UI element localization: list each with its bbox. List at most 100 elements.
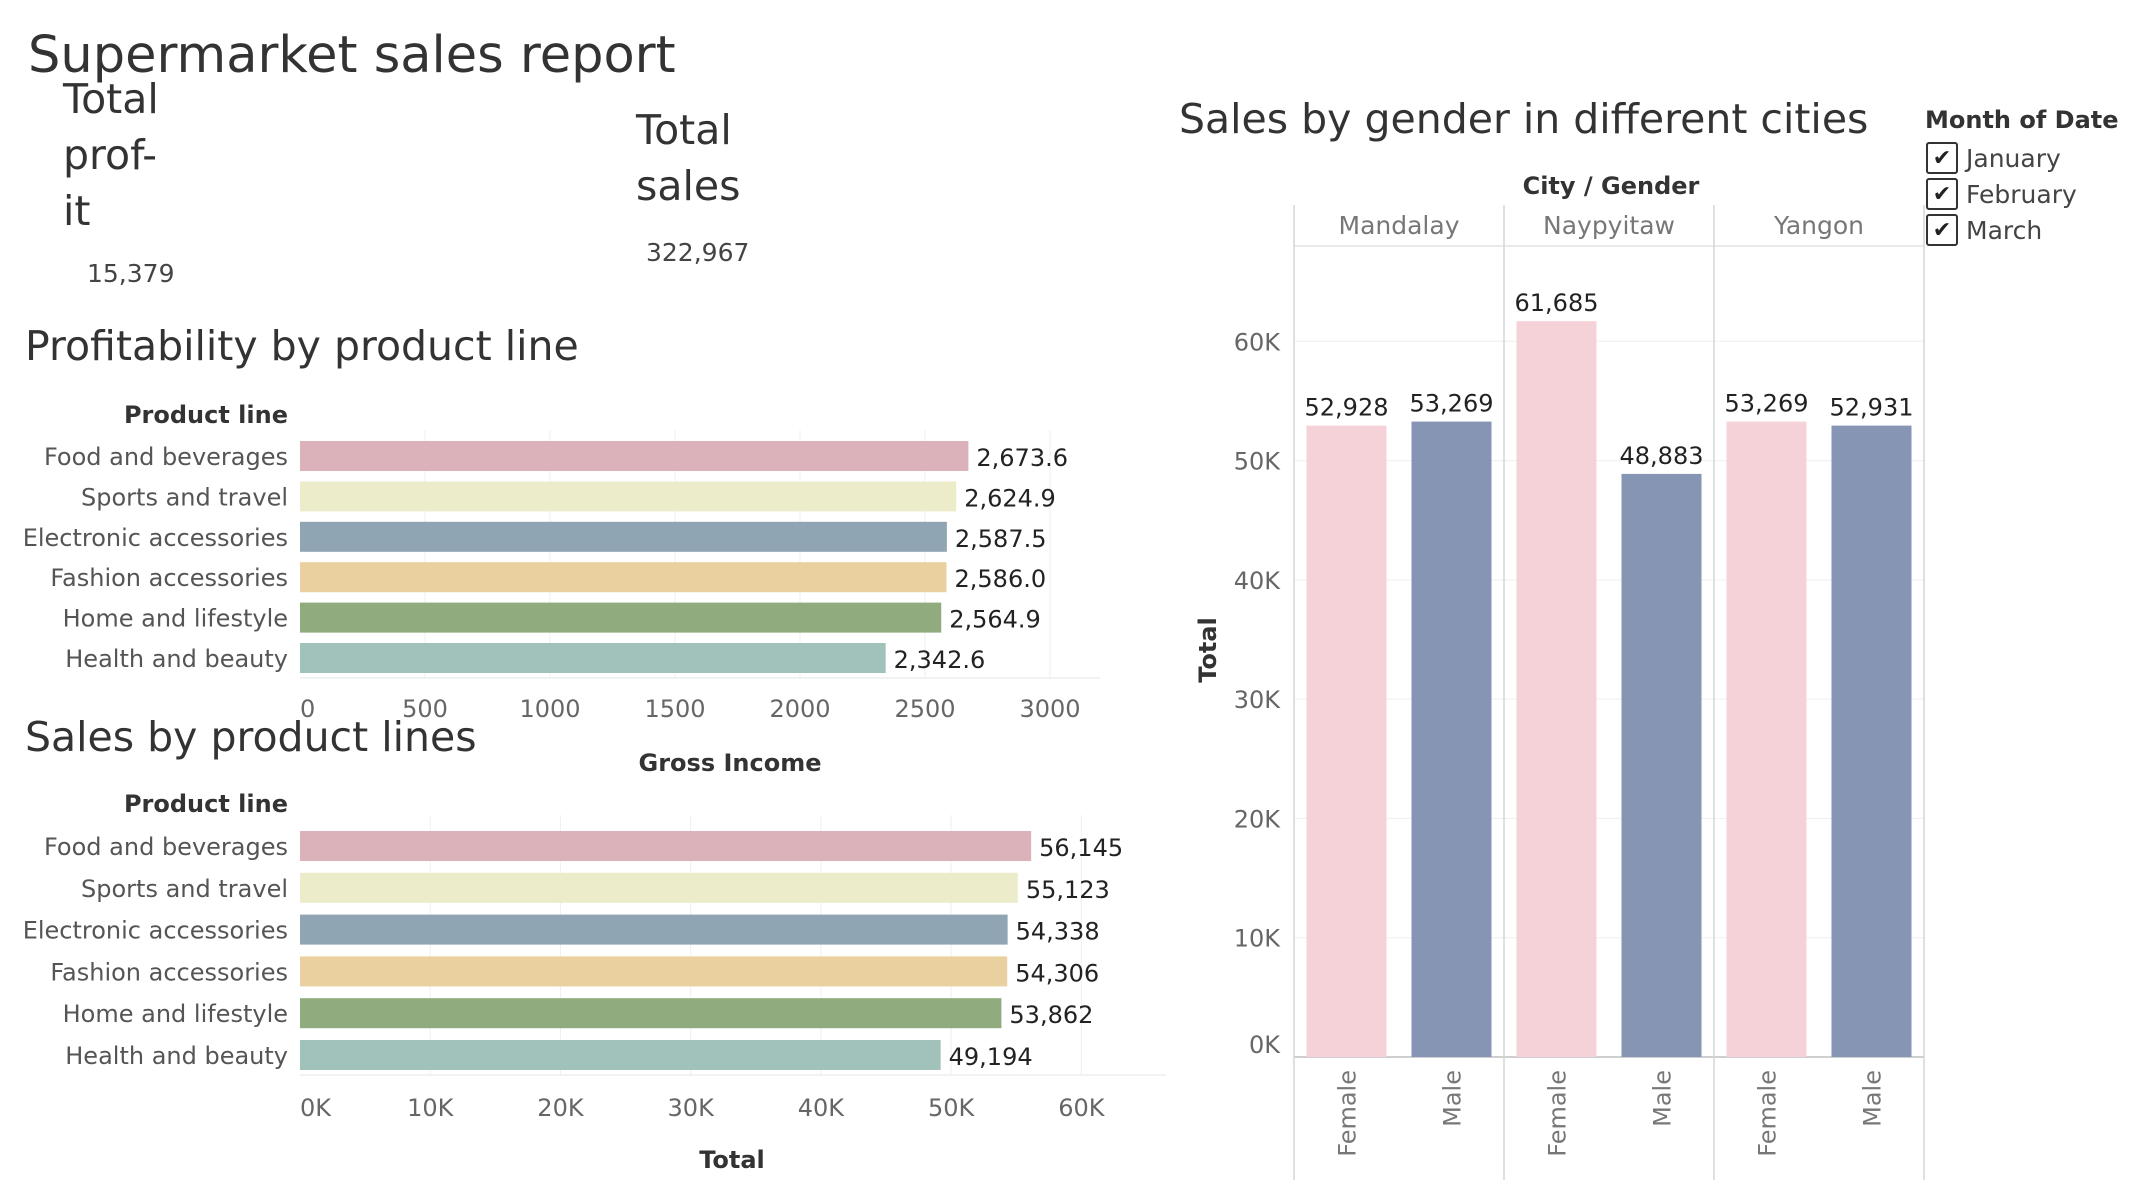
kpi-sales-value: 322,967 [646,238,750,267]
sales-chart-category-label: Electronic accessories [23,917,288,945]
sales-chart-data-label: 54,306 [1015,959,1099,987]
gender-chart-data-label: 52,931 [1830,394,1914,422]
gender-chart-bar [1306,425,1387,1058]
sales-chart-data-label: 49,194 [949,1043,1033,1071]
gender-chart-gender-label: Male [1859,1070,1887,1127]
sales-chart-data-label: 54,338 [1016,918,1100,946]
gender-chart-tick-label: 30K [1234,686,1282,714]
sales-chart-bar [300,1040,941,1070]
sales-chart-category-label: Sports and travel [81,875,288,903]
profit-chart-x-axis-title: Gross Income [639,749,822,777]
checkbox-march[interactable]: ✔ [1926,214,1958,246]
month-filter-title: Month of Date [1925,106,2119,134]
month-filter-label: February [1966,179,2077,209]
sales-chart-tick-label: 50K [928,1094,976,1122]
gender-chart-title: Sales by gender in different cities [1179,95,1869,143]
month-filter-item-february[interactable]: ✔ February [1926,177,2077,211]
gender-chart-data-label: 52,928 [1305,394,1389,422]
sales-chart-bar [300,914,1008,945]
dashboard-title: Supermarket sales report [28,26,676,85]
gender-chart-tick-label: 20K [1234,805,1282,833]
check-mark-icon: ✔ [1932,145,1952,171]
gender-chart-bar [1411,421,1492,1058]
profit-chart-data-label: 2,342.6 [894,646,986,674]
profit-chart-tick-label: 1500 [644,695,705,723]
profit-chart-category-header: Product line [124,401,288,429]
profit-chart-category-label: Fashion accessories [50,564,288,592]
sales-chart-bar [300,998,1002,1029]
profit-chart-tick-label: 0 [300,695,315,723]
kpi-sales-label: Total sales [636,102,740,214]
sales-chart-category-header: Product line [124,790,288,818]
profit-chart-category-label: Home and lifestyle [63,605,288,633]
kpi-profit-label: Total prof- it [63,71,159,239]
sales-chart-data-label: 53,862 [1009,1001,1093,1029]
sales-chart-bar [300,956,1008,987]
profit-chart-data-label: 2,624.9 [964,484,1056,512]
check-mark-icon: ✔ [1932,217,1952,243]
profit-chart-data-label: 2,564.9 [949,606,1041,634]
month-filter-label: March [1966,215,2043,245]
profit-chart-bar [300,602,942,633]
gender-chart-tick-label: 60K [1234,328,1282,356]
profit-chart-bar [300,441,969,471]
sales-chart-tick-label: 40K [798,1094,846,1122]
profit-chart-category-label: Food and beverages [44,443,288,471]
sales-chart-bar [300,831,1032,861]
sales-chart-title: Sales by product lines [25,713,477,761]
gender-chart-bar [1831,425,1912,1058]
kpi-sales-label-line: Total [636,106,732,154]
gender-chart-y-axis-title: Total [1194,617,1222,683]
kpi-profit-label-line: Total [63,75,159,123]
profit-chart-tick-label: 2000 [769,695,830,723]
sales-chart-tick-label: 0K [300,1094,332,1122]
month-filter-label: January [1966,143,2061,173]
gender-chart-gender-label: Male [1649,1070,1677,1127]
sales-chart-tick-label: 10K [407,1094,455,1122]
gender-chart-tick-label: 50K [1234,448,1282,476]
sales-chart-category-label: Health and beauty [65,1042,288,1070]
sales-chart-tick-label: 30K [668,1094,716,1122]
sales-chart-tick-label: 20K [537,1094,585,1122]
sales-chart-category-label: Fashion accessories [50,958,288,986]
profit-chart-data-label: 2,586.0 [955,565,1047,593]
month-filter-item-march[interactable]: ✔ March [1926,213,2042,247]
profit-chart-tick-label: 2500 [894,695,955,723]
profit-chart-tick-label: 500 [402,695,448,723]
gender-chart-tick-label: 10K [1234,925,1282,953]
month-filter-item-january[interactable]: ✔ January [1926,141,2061,175]
sales-chart-tick-label: 60K [1058,1094,1106,1122]
sales-chart-data-label: 55,123 [1026,876,1110,904]
gender-chart-city-label: Naypyitaw [1543,211,1675,240]
gender-chart-header: City / Gender [1523,172,1700,200]
checkbox-february[interactable]: ✔ [1926,178,1958,210]
profit-chart-tick-label: 3000 [1019,695,1080,723]
gender-chart-gender-label: Female [1754,1070,1782,1157]
gender-chart-city-label: Mandalay [1339,211,1460,240]
gender-chart-data-label: 53,269 [1410,390,1494,418]
gender-chart-bar [1516,321,1597,1058]
profit-chart-data-label: 2,673.6 [976,444,1068,472]
checkbox-january[interactable]: ✔ [1926,142,1958,174]
check-mark-icon: ✔ [1932,181,1952,207]
gender-chart-data-label: 48,883 [1620,442,1704,470]
sales-chart-category-label: Home and lifestyle [63,1000,288,1028]
gender-chart-bar [1621,473,1702,1057]
sales-chart-data-label: 56,145 [1039,834,1123,862]
profit-chart-data-label: 2,587.5 [955,525,1047,553]
sales-chart-category-label: Food and beverages [44,833,288,861]
gender-chart-city-label: Yangon [1773,211,1864,240]
kpi-profit-label-line: it [63,187,91,235]
profit-chart-bar [300,521,947,552]
profitability-chart-title: Profitability by product line [25,322,579,370]
sales-chart-x-axis-title: Total [699,1146,765,1174]
profit-chart-bar [300,481,957,512]
profit-chart-tick-label: 1000 [519,695,580,723]
profit-chart-category-label: Sports and travel [81,483,288,511]
gender-chart-data-label: 61,685 [1515,289,1599,317]
sales-chart-bar [300,872,1018,903]
gender-chart-data-label: 53,269 [1725,390,1809,418]
profit-chart-category-label: Electronic accessories [23,524,288,552]
profit-chart-bar [300,643,886,673]
